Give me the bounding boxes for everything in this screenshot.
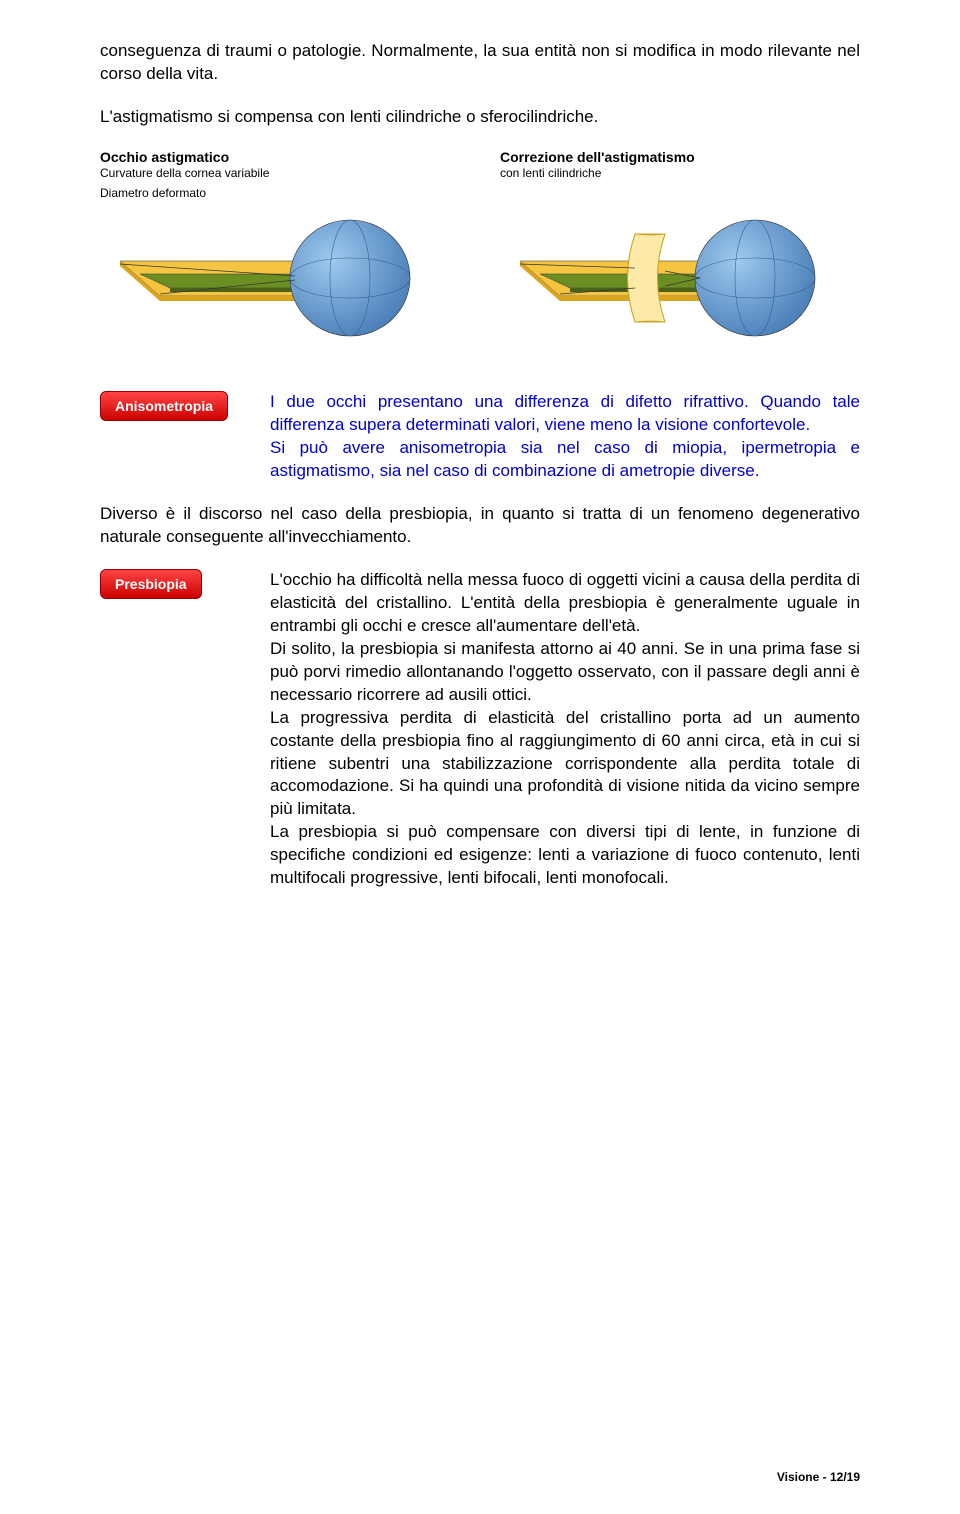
astigmatism-diagram: Occhio astigmatico Curvature della corne… — [100, 149, 860, 352]
diagram-right-block: Correzione dell'astigmatismo con lenti c… — [500, 149, 860, 352]
diagram-left-block: Occhio astigmatico Curvature della corne… — [100, 149, 460, 352]
diagram-left-sub1: Curvature della cornea variabile — [100, 166, 460, 180]
intro-paragraph-2: L'astigmatismo si compensa con lenti cil… — [100, 106, 860, 129]
diagram-right-title: Correzione dell'astigmatismo — [500, 149, 860, 166]
anisometropia-tag: Anisometropia — [100, 391, 228, 421]
astigmatic-eye-icon — [100, 206, 460, 346]
diagram-right-spacer — [500, 186, 860, 200]
page-footer: Visione - 12/19 — [777, 1470, 860, 1484]
diagram-left-sub2: Diametro deformato — [100, 186, 460, 200]
presbiopia-p1: L'occhio ha difficoltà nella messa fuoco… — [100, 569, 860, 638]
diagram-right-sub1: con lenti cilindriche — [500, 166, 860, 180]
intro-paragraph-1: conseguenza di traumi o patologie. Norma… — [100, 40, 860, 86]
presbiopia-section: Presbiopia L'occhio ha difficoltà nella … — [100, 569, 860, 890]
presbiopia-p3: La progressiva perdita di elasticità del… — [100, 707, 860, 822]
presbiopia-p4: La presbiopia si può compensare con dive… — [100, 821, 860, 890]
correction-lens-icon — [500, 206, 860, 346]
anisometropia-section: Anisometropia I due occhi presentano una… — [100, 391, 860, 483]
anisometropia-p2: Si può avere anisometropia sia nel caso … — [100, 437, 860, 483]
presbiopia-tag: Presbiopia — [100, 569, 202, 599]
transition-paragraph: Diverso è il discorso nel caso della pre… — [100, 503, 860, 549]
diagram-left-title: Occhio astigmatico — [100, 149, 460, 166]
presbiopia-p2: Di solito, la presbiopia si manifesta at… — [100, 638, 860, 707]
